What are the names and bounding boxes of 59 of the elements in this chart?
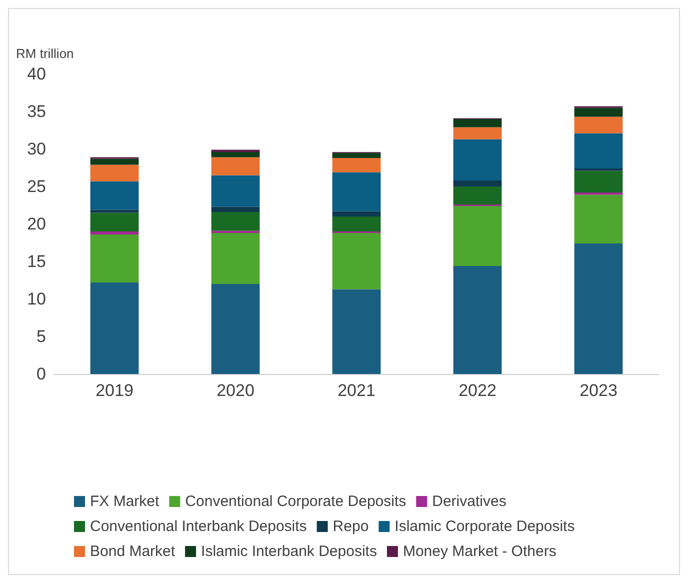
bar [453, 206, 502, 266]
bar [211, 212, 260, 231]
bar [574, 133, 623, 168]
bar [332, 172, 381, 212]
x-tick-label: 2023 [580, 381, 618, 400]
bar [453, 266, 502, 374]
y-tick-label: 40 [27, 64, 46, 84]
bar [90, 164, 139, 182]
y-tick-label: 15 [27, 252, 46, 271]
bar [453, 186, 502, 204]
legend-label: Bond Market [90, 543, 176, 560]
legend-label: Derivatives [432, 493, 506, 510]
x-tick-label: 2019 [96, 381, 134, 400]
bar [90, 181, 139, 210]
bar [211, 152, 260, 158]
bar [211, 284, 260, 374]
y-tick-label: 35 [27, 102, 46, 121]
bar [332, 216, 381, 232]
bar [332, 158, 381, 172]
bar [574, 170, 623, 192]
legend-label: FX Market [90, 493, 160, 510]
y-tick-label: 10 [27, 290, 46, 308]
bar [90, 158, 139, 165]
y-tick-label: 25 [27, 177, 46, 196]
legend-label: Money Market - Others [402, 543, 556, 560]
y-axis-title: RM trillion [16, 46, 74, 61]
legend-label: Conventional Corporate Deposits [185, 493, 406, 510]
bar [211, 206, 260, 212]
bar [332, 233, 381, 290]
bar [90, 212, 139, 232]
bar [453, 139, 502, 180]
y-tick-label: 5 [36, 327, 46, 346]
bar [574, 194, 623, 244]
legend-label: Islamic Interbank Deposits [201, 543, 377, 560]
x-tick-label: 2021 [338, 381, 376, 400]
legend-label: Repo [332, 518, 369, 535]
x-tick-label: 2022 [458, 381, 496, 400]
y-tick-label: 30 [27, 140, 46, 158]
bar [574, 116, 623, 134]
y-tick-label: 20 [27, 214, 46, 234]
bar [332, 152, 381, 158]
legend-label: Conventional Interbank Deposits [90, 518, 307, 535]
bar [332, 211, 381, 216]
bar [211, 175, 260, 207]
bar [574, 108, 623, 117]
bar [332, 289, 381, 374]
bar [453, 180, 502, 186]
bar [90, 232, 139, 234]
bar [90, 282, 139, 374]
legend-label: Islamic Corporate Deposits [394, 518, 575, 535]
bar [211, 157, 260, 176]
bar [90, 210, 139, 213]
bar [90, 234, 139, 282]
bar [574, 244, 623, 374]
bar [453, 119, 502, 128]
bar [211, 233, 260, 284]
y-tick-label: 0 [36, 364, 46, 384]
x-tick-label: 2020 [216, 381, 254, 400]
bar [453, 127, 502, 140]
